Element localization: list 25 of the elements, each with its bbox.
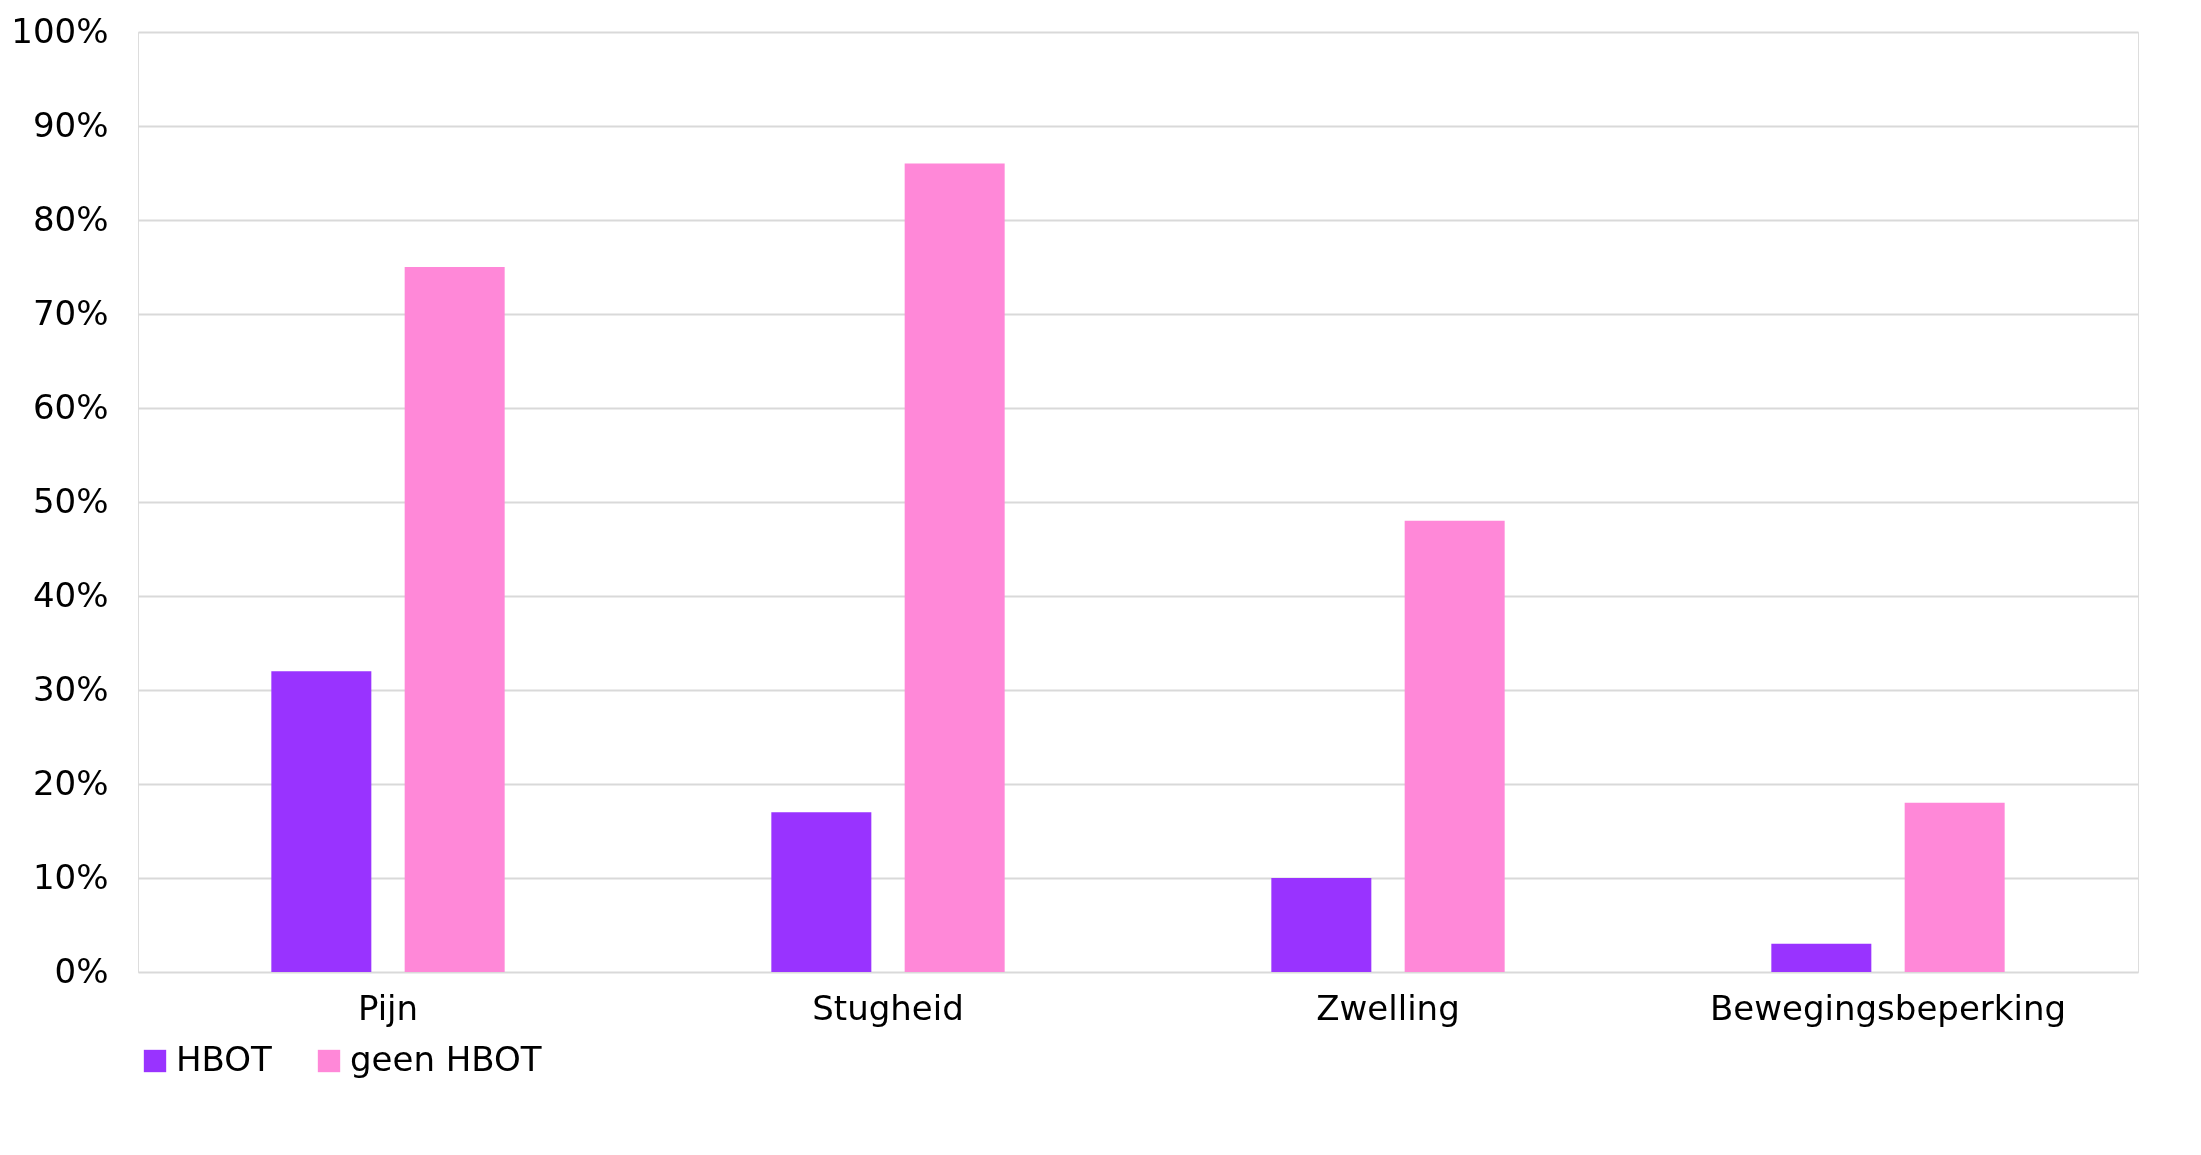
bar xyxy=(1404,520,1505,972)
x-tick-label: Bewegingsbeperking xyxy=(1709,987,2067,1028)
y-tick-label: 100% xyxy=(11,10,109,51)
y-tick-label: 40% xyxy=(32,574,109,615)
legend-label: geen HBOT xyxy=(350,1039,542,1079)
y-tick-label: 80% xyxy=(32,198,109,239)
bar xyxy=(271,671,372,972)
y-tick-label: 30% xyxy=(32,668,109,709)
bar xyxy=(1904,802,2005,972)
bar xyxy=(1771,943,1872,972)
bar xyxy=(404,267,505,972)
x-tick-label: Zwelling xyxy=(1316,987,1460,1028)
y-tick-label: 60% xyxy=(32,386,109,427)
x-tick-label: Stugheid xyxy=(812,987,964,1028)
x-tick-label: Pijn xyxy=(357,987,419,1028)
bar xyxy=(1271,878,1372,972)
bar xyxy=(771,812,872,972)
bar xyxy=(904,163,1005,972)
legend-label: HBOT xyxy=(176,1039,273,1079)
y-tick-label: 70% xyxy=(32,292,109,333)
y-tick-label: 0% xyxy=(54,950,109,991)
y-tick-label: 90% xyxy=(32,104,109,145)
y-tick-label: 10% xyxy=(32,856,109,897)
y-tick-label: 20% xyxy=(32,762,109,803)
y-tick-label: 50% xyxy=(32,480,109,521)
